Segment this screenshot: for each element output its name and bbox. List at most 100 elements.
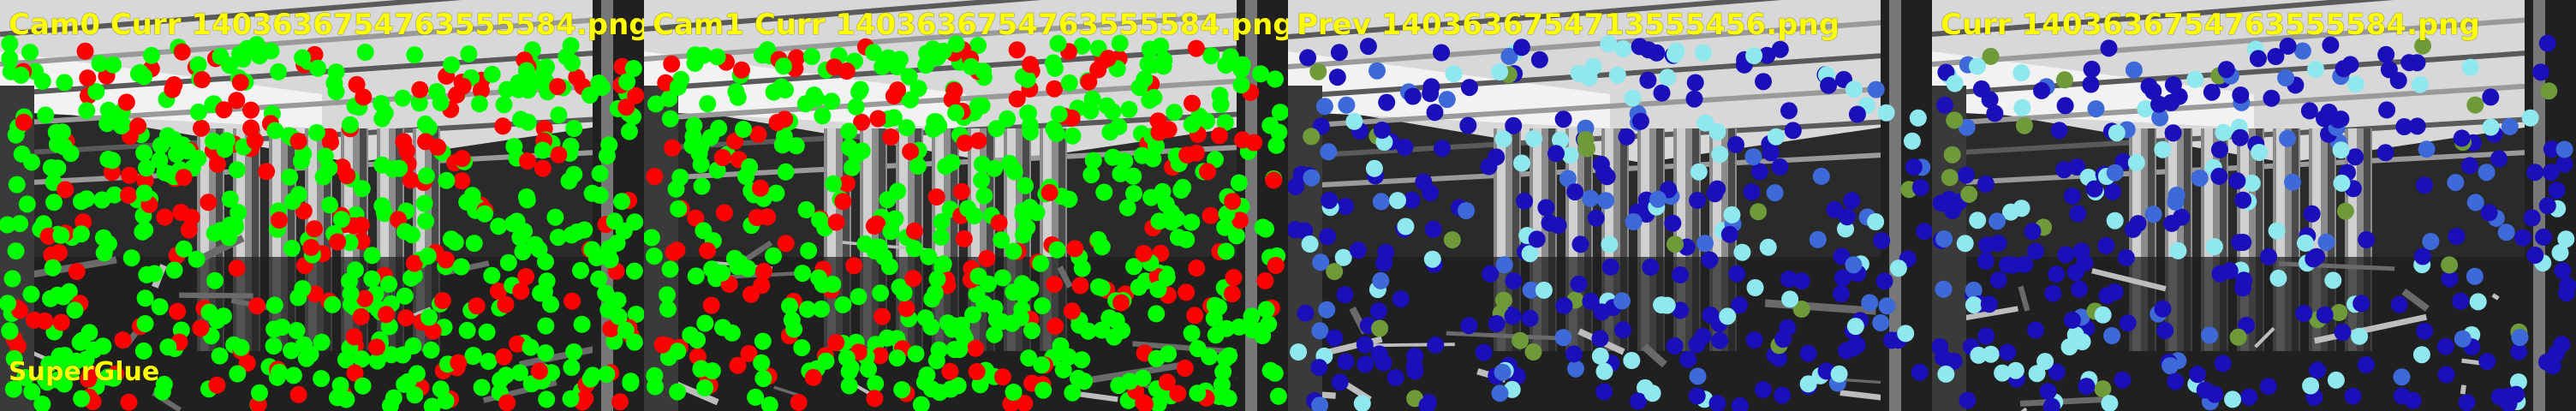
keypoint-marker <box>1093 279 1111 297</box>
keypoint-marker <box>1614 321 1632 339</box>
keypoint-marker <box>1023 322 1041 340</box>
keypoint-marker <box>1460 317 1478 335</box>
keypoint-marker <box>888 349 906 367</box>
keypoint-marker <box>327 63 345 81</box>
keypoint-marker <box>602 320 620 337</box>
keypoint-marker <box>1843 192 1861 210</box>
keypoint-marker <box>104 56 122 74</box>
keypoint-marker <box>283 342 301 360</box>
keypoint-marker <box>406 46 424 64</box>
keypoint-marker <box>1688 387 1706 405</box>
keypoint-marker <box>1066 240 1084 258</box>
keypoint-marker <box>932 228 950 246</box>
keypoint-marker <box>1183 325 1201 342</box>
keypoint-marker <box>1219 390 1237 408</box>
keypoint-marker <box>1260 315 1278 333</box>
keypoint-marker <box>969 132 987 150</box>
keypoint-marker <box>21 44 39 62</box>
keypoint-marker <box>1941 190 1958 208</box>
keypoint-overlay <box>644 34 1288 411</box>
keypoint-marker <box>942 380 960 398</box>
keypoint-marker <box>550 106 568 124</box>
keypoint-marker <box>1377 243 1395 261</box>
keypoint-marker <box>398 142 416 160</box>
keypoint-marker <box>519 152 536 170</box>
keypoint-marker <box>1989 271 2007 289</box>
keypoint-marker <box>1666 337 1684 354</box>
keypoint-marker <box>514 243 532 261</box>
keypoint-marker <box>897 300 915 318</box>
keypoint-marker <box>1582 292 1600 310</box>
keypoint-marker <box>871 238 888 256</box>
keypoint-marker <box>934 255 952 273</box>
keypoint-marker <box>708 48 726 66</box>
keypoint-marker <box>1911 179 1929 196</box>
keypoint-marker <box>297 349 315 367</box>
keypoint-marker <box>793 339 811 357</box>
keypoint-marker <box>1149 112 1167 130</box>
keypoint-marker <box>1935 230 1953 248</box>
keypoint-marker <box>76 42 94 60</box>
keypoint-marker <box>1834 269 1852 287</box>
keypoint-marker <box>2295 305 2313 322</box>
keypoint-marker <box>1696 235 1714 253</box>
keypoint-marker <box>1781 290 1799 308</box>
keypoint-marker <box>2078 378 2096 396</box>
keypoint-marker <box>1491 63 1509 80</box>
keypoint-marker <box>909 157 927 175</box>
keypoint-marker <box>882 223 900 241</box>
keypoint-marker <box>228 259 246 277</box>
keypoint-marker <box>1154 182 1172 200</box>
keypoint-marker <box>920 247 938 265</box>
keypoint-marker <box>193 119 210 137</box>
keypoint-marker <box>1392 290 1410 308</box>
keypoint-marker <box>692 360 710 378</box>
keypoint-marker <box>611 393 629 411</box>
keypoint-marker <box>460 45 478 63</box>
keypoint-marker <box>2497 223 2515 241</box>
keypoint-marker <box>1965 296 1983 314</box>
keypoint-marker <box>659 300 677 318</box>
keypoint-marker <box>2390 295 2408 313</box>
keypoint-marker <box>690 145 708 163</box>
keypoint-marker <box>2169 241 2187 259</box>
keypoint-marker <box>1443 231 1461 249</box>
keypoint-marker <box>2156 322 2174 340</box>
keypoint-marker <box>804 368 822 386</box>
keypoint-marker <box>270 63 288 80</box>
keypoint-marker <box>902 143 920 161</box>
keypoint-marker <box>2466 267 2484 285</box>
keypoint-marker <box>1838 342 1855 360</box>
keypoint-marker <box>405 254 423 272</box>
keypoint-marker <box>1320 143 1338 161</box>
keypoint-marker <box>93 191 111 209</box>
keypoint-marker <box>2408 117 2426 135</box>
keypoint-marker <box>1667 235 1684 253</box>
keypoint-marker <box>448 86 466 104</box>
keypoint-marker <box>1659 68 1677 86</box>
keypoint-marker <box>897 119 915 137</box>
keypoint-marker <box>2048 265 2066 283</box>
keypoint-marker <box>5 349 23 367</box>
keypoint-marker <box>933 213 951 230</box>
keypoint-marker <box>1631 38 1649 56</box>
keypoint-marker <box>853 113 871 131</box>
keypoint-marker <box>1076 372 1094 390</box>
keypoint-marker <box>159 164 177 182</box>
keypoint-marker <box>331 377 349 394</box>
keypoint-marker <box>2108 124 2126 142</box>
keypoint-marker <box>1878 297 1896 315</box>
keypoint-marker <box>1745 47 1763 64</box>
keypoint-marker <box>999 110 1017 128</box>
keypoint-marker <box>739 259 757 277</box>
keypoint-marker <box>916 309 934 327</box>
keypoint-marker <box>2408 54 2426 72</box>
keypoint-marker <box>1303 128 1321 146</box>
keypoint-marker <box>749 125 767 143</box>
keypoint-marker <box>530 72 548 90</box>
keypoint-marker <box>2377 45 2395 63</box>
keypoint-marker <box>928 270 946 288</box>
keypoint-marker <box>189 56 207 74</box>
keypoint-marker <box>1623 352 1641 369</box>
keypoint-marker <box>865 44 883 62</box>
